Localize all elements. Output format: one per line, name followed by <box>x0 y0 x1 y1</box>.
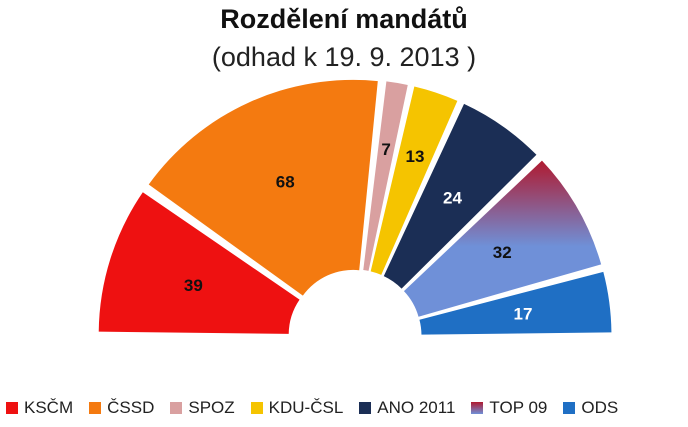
legend-item: ANO 2011 <box>359 398 455 418</box>
legend-label: ODS <box>581 398 619 417</box>
legend-swatch <box>471 402 484 414</box>
slice-ano-2011 <box>383 103 537 289</box>
value-label: 39 <box>184 276 203 295</box>
slice-kdu-čsl <box>370 86 458 275</box>
value-label: 24 <box>443 188 462 207</box>
slice-spoz <box>363 81 408 271</box>
slice-ksčm <box>98 192 300 334</box>
chart-subtitle: (odhad k 19. 9. 2013 ) <box>211 42 477 72</box>
legend-swatch <box>170 402 183 414</box>
value-label: 68 <box>276 173 295 192</box>
legend-item: KSČM <box>6 398 73 418</box>
legend: KSČM ČSSD SPOZ KDU-ČSL ANO 2011 TOP 09 ODS <box>6 398 688 418</box>
legend-swatch <box>359 402 372 414</box>
chart-title: Rozdělení mandátů <box>220 4 468 34</box>
legend-label: SPOZ <box>188 398 235 417</box>
legend-item: TOP 09 <box>471 398 547 418</box>
value-label: 32 <box>493 243 512 262</box>
slice-čssd <box>148 79 378 296</box>
legend-label: TOP 09 <box>489 398 548 417</box>
legend-item: KDU-ČSL <box>250 398 344 418</box>
slice-top-09 <box>403 160 602 317</box>
legend-swatch <box>563 402 576 414</box>
legend-item: ODS <box>563 398 618 418</box>
legend-swatch <box>89 402 102 414</box>
legend-label: KDU-ČSL <box>268 398 344 417</box>
legend-label: ANO 2011 <box>377 398 456 417</box>
legend-swatch <box>250 402 263 414</box>
legend-label: KSČM <box>24 398 74 417</box>
legend-label: ČSSD <box>107 398 155 417</box>
value-label: 17 <box>514 304 533 323</box>
legend-item: SPOZ <box>170 398 235 418</box>
slice-ods <box>419 271 612 335</box>
value-label: 7 <box>381 140 390 159</box>
value-label: 13 <box>406 147 425 166</box>
legend-item: ČSSD <box>89 398 154 418</box>
legend-swatch <box>6 402 18 414</box>
